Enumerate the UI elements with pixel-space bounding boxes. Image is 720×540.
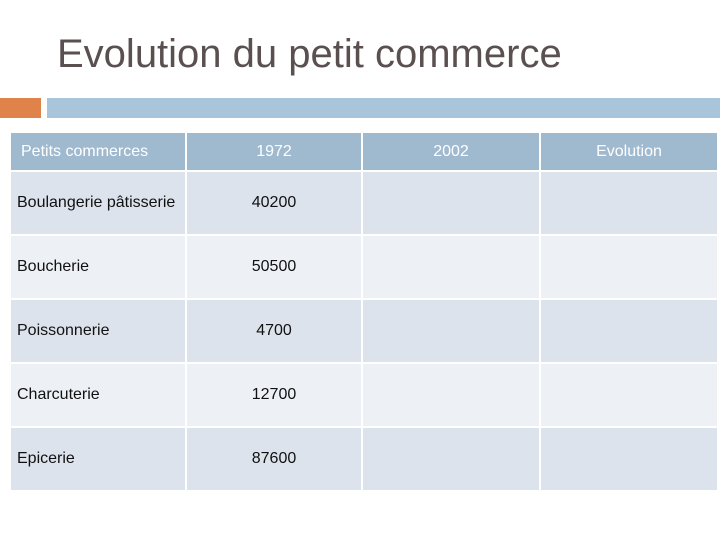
cell-evolution [539, 362, 719, 428]
table-row: Charcuterie 12700 [9, 362, 719, 428]
header-petits-commerces: Petits commerces [9, 131, 187, 172]
slide-title: Evolution du petit commerce [57, 32, 562, 76]
cell-2002 [361, 426, 541, 492]
table-row: Boucherie 50500 [9, 234, 719, 300]
table-row: Epicerie 87600 [9, 426, 719, 492]
header-2002: 2002 [361, 131, 541, 172]
cell-2002 [361, 298, 541, 364]
cell-1972: 40200 [185, 170, 363, 236]
cell-1972: 12700 [185, 362, 363, 428]
table-row: Boulangerie pâtisserie 40200 [9, 170, 719, 236]
cell-evolution [539, 298, 719, 364]
cell-1972: 50500 [185, 234, 363, 300]
cell-name: Boulangerie pâtisserie [9, 170, 187, 236]
cell-2002 [361, 170, 541, 236]
cell-2002 [361, 362, 541, 428]
header-evolution: Evolution [539, 131, 719, 172]
cell-2002 [361, 234, 541, 300]
cell-evolution [539, 426, 719, 492]
accent-line [47, 98, 720, 118]
cell-1972: 87600 [185, 426, 363, 492]
header-1972: 1972 [185, 131, 363, 172]
commerce-table: Petits commerces 1972 2002 Evolution Bou… [9, 131, 719, 492]
accent-bar [0, 98, 41, 118]
cell-1972: 4700 [185, 298, 363, 364]
cell-name: Poissonnerie [9, 298, 187, 364]
table-row: Poissonnerie 4700 [9, 298, 719, 364]
table-header-row: Petits commerces 1972 2002 Evolution [9, 131, 719, 172]
cell-name: Epicerie [9, 426, 187, 492]
cell-evolution [539, 234, 719, 300]
cell-name: Charcuterie [9, 362, 187, 428]
cell-evolution [539, 170, 719, 236]
cell-name: Boucherie [9, 234, 187, 300]
